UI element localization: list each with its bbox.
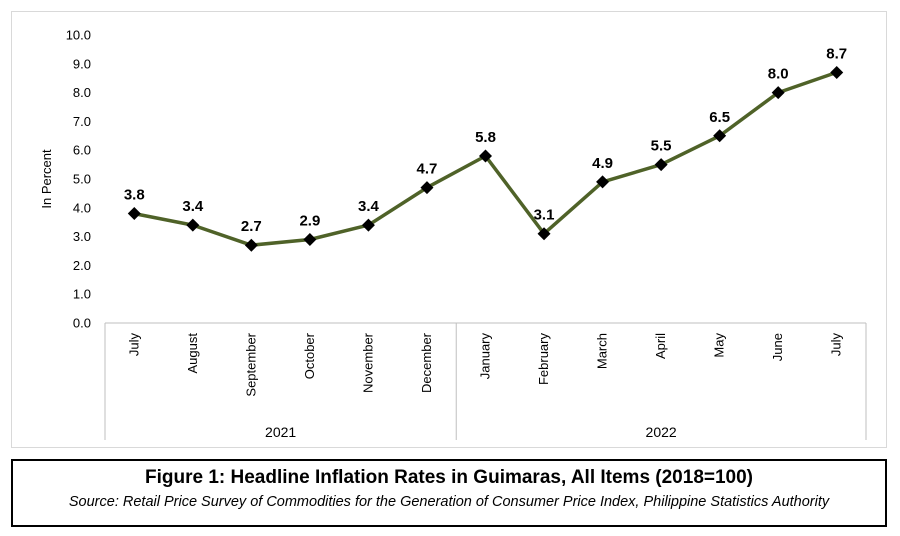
x-tick-label: September (243, 332, 258, 396)
data-label: 2.7 (241, 218, 262, 235)
chart-frame: 0.0 1.0 2.0 3.0 4.0 5.0 6.0 7.0 8.0 9.0 10.0 In Per… (11, 11, 887, 448)
figure-source: Source: Retail Price Survey of Commoditi… (68, 494, 830, 510)
x-tick-label: August (185, 333, 200, 374)
data-point-marker (361, 218, 375, 232)
data-label: 5.5 (651, 138, 672, 155)
y-tick-label: 5.0 (73, 172, 91, 187)
x-tick-label: May (712, 333, 727, 358)
data-label: 2.9 (299, 212, 320, 229)
y-tick-label: 4.0 (73, 200, 91, 215)
data-label: 3.4 (358, 198, 380, 215)
x-tick-label: April (653, 333, 668, 359)
y-tick-label: 8.0 (73, 85, 91, 100)
data-point-marker (654, 158, 668, 172)
y-tick-label: 6.0 (73, 143, 91, 158)
y-tick-label: 0.0 (73, 316, 91, 331)
data-label: 6.5 (709, 109, 730, 126)
data-point-marker (186, 218, 200, 232)
data-label: 3.4 (182, 198, 204, 215)
data-point-marker (420, 181, 434, 195)
x-tick-label: June (770, 333, 785, 361)
data-label: 5.8 (475, 129, 496, 146)
x-tick-label: November (360, 332, 375, 393)
y-tick-label: 3.0 (73, 229, 91, 244)
x-tick-label: March (595, 333, 610, 369)
data-label: 3.8 (124, 187, 145, 204)
x-tick-label: October (302, 332, 317, 379)
data-point-marker (830, 65, 844, 79)
year-group-label: 2022 (646, 424, 677, 440)
year-group-label: 2021 (265, 424, 296, 440)
data-label: 8.0 (768, 66, 789, 83)
data-label: 4.7 (417, 161, 438, 178)
y-tick-label: 7.0 (73, 114, 91, 129)
x-tick-label: July (829, 333, 844, 357)
y-tick-label: 1.0 (73, 287, 91, 302)
figure-caption: Figure 1: Headline Inflation Rates in Gu… (11, 459, 887, 527)
data-point-marker (713, 129, 727, 143)
data-point-marker (127, 207, 141, 221)
data-point-marker (537, 227, 551, 241)
x-tick-label: December (419, 332, 434, 393)
x-tick-label: January (478, 333, 493, 380)
data-label: 4.9 (592, 155, 613, 172)
data-point-marker (596, 175, 610, 189)
figure-title: Figure 1: Headline Inflation Rates in Gu… (144, 467, 754, 488)
data-point-marker (303, 232, 317, 246)
y-tick-label: 10.0 (66, 28, 91, 43)
data-label: 3.1 (534, 207, 555, 224)
y-axis-title: In Percent (39, 149, 54, 209)
line-chart: 0.0 1.0 2.0 3.0 4.0 5.0 6.0 7.0 8.0 9.0 10.0 In Per… (39, 28, 867, 440)
data-point-marker (771, 86, 785, 100)
data-point-marker (244, 238, 258, 252)
x-tick-label: July (126, 333, 141, 357)
y-tick-label: 9.0 (73, 56, 91, 71)
y-tick-label: 2.0 (73, 258, 91, 273)
data-point-marker (479, 149, 492, 163)
data-label: 8.7 (826, 45, 847, 62)
x-tick-label: February (536, 333, 551, 386)
